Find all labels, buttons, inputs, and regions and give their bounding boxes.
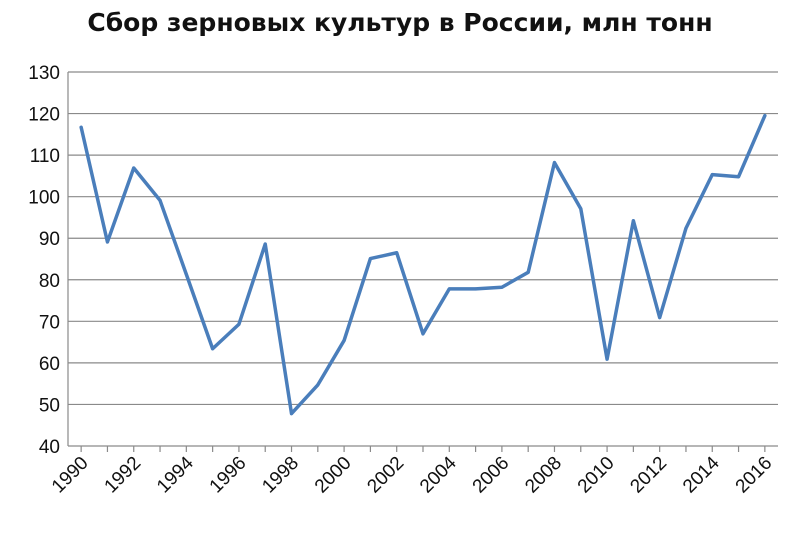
data-point: [684, 226, 688, 230]
x-tick-label: 1992: [101, 453, 146, 498]
x-tick-label: 2004: [416, 452, 461, 497]
data-point: [342, 338, 346, 342]
y-tick-label: 50: [39, 395, 60, 416]
data-point: [263, 242, 267, 246]
data-point: [500, 285, 504, 289]
x-tick-label: 1990: [48, 453, 93, 498]
data-point: [579, 207, 583, 211]
data-point: [184, 272, 188, 276]
y-tick-label: 90: [39, 229, 60, 250]
data-point: [658, 316, 662, 320]
x-tick-label: 2014: [679, 452, 724, 497]
y-tick-label: 70: [39, 312, 60, 333]
data-point: [368, 257, 372, 261]
x-tick-label: 2010: [574, 453, 619, 498]
x-axis-ticks: 1990 1992 1994 1996 1998 2000 2002 2004 2006 2008…: [48, 452, 776, 497]
data-point: [763, 114, 767, 118]
data-point: [237, 322, 241, 326]
y-tick-label: 130: [28, 63, 60, 84]
gridlines: [67, 71, 778, 452]
data-point: [526, 270, 530, 274]
data-point: [710, 173, 714, 177]
data-point: [316, 383, 320, 387]
y-axis-ticks: 40 50 60 70 80 90 100 110 120 130: [28, 63, 60, 458]
y-tick-label: 120: [28, 105, 60, 126]
data-point: [132, 166, 136, 170]
data-point: [158, 198, 162, 202]
x-tick-label: 1996: [206, 453, 251, 498]
x-tick-label: 2008: [521, 453, 566, 498]
data-point: [447, 287, 451, 291]
data-point: [395, 251, 399, 255]
series-line: [79, 113, 767, 416]
data-point: [474, 287, 478, 291]
series-layer: [79, 113, 767, 416]
data-point: [105, 240, 109, 244]
data-point: [211, 347, 215, 351]
data-point: [290, 412, 294, 416]
x-tick-label: 2000: [311, 453, 356, 498]
x-tick-label: 2002: [363, 453, 408, 498]
x-tick-label: 2016: [732, 453, 777, 498]
chart-title: Сбор зерновых культур в России, млн тонн: [87, 8, 713, 37]
data-point: [552, 161, 556, 165]
data-point: [631, 219, 635, 223]
x-tick-label: 1998: [258, 453, 303, 498]
y-tick-label: 60: [39, 354, 60, 375]
data-point: [79, 125, 83, 129]
data-point: [421, 332, 425, 336]
y-tick-label: 80: [39, 271, 60, 292]
y-tick-label: 110: [30, 146, 60, 167]
x-tick-label: 2006: [469, 453, 514, 498]
x-tick-label: 2012: [626, 453, 671, 498]
y-tick-label: 100: [28, 188, 60, 209]
data-point: [737, 175, 741, 179]
y-tick-label: 40: [39, 437, 60, 458]
data-point: [605, 357, 609, 361]
x-tick-label: 1994: [153, 452, 198, 497]
